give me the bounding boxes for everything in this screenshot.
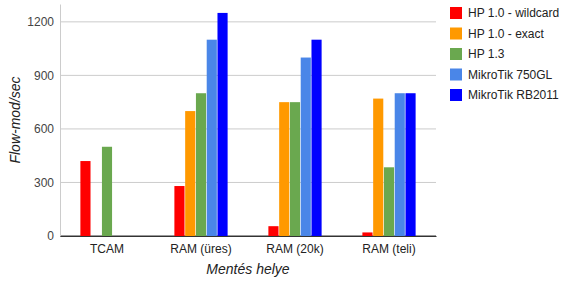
chart: 0 300 600 900 1200 TCAM RAM (üres) RAM (20k) RAM…	[0, 0, 563, 283]
y-tick-label: 0	[47, 229, 54, 243]
legend-label: HP 1.3	[468, 47, 505, 61]
legend-label: MikroTik 750GL	[468, 68, 553, 82]
legend-label: HP 1.0 - exact	[468, 27, 544, 41]
grid-line	[60, 75, 436, 76]
legend-label: HP 1.0 - wildcard	[468, 6, 559, 20]
x-axis-title: Mentés helye	[206, 261, 289, 277]
bar	[373, 99, 383, 236]
plot-area: 0 300 600 900 1200 TCAM RAM (üres) RAM (20k) RAM…	[27, 5, 436, 256]
legend-item: MikroTik RB2011	[450, 88, 559, 102]
bar	[279, 102, 289, 236]
y-tick-label: 900	[34, 69, 54, 83]
y-tick: 1200	[27, 15, 60, 29]
x-axis: TCAM RAM (üres) RAM (20k) RAM (teli)	[61, 236, 437, 256]
bar	[395, 93, 405, 236]
y-tick: 0	[47, 229, 60, 243]
x-tick-label: RAM (20k)	[266, 242, 323, 256]
bar	[301, 58, 311, 236]
y-tick-label: 600	[34, 122, 54, 136]
bar	[290, 102, 300, 236]
legend-item: HP 1.0 - wildcard	[450, 6, 559, 20]
legend: HP 1.0 - wildcard HP 1.0 - exact HP 1.3 Mik…	[450, 6, 559, 102]
bar	[362, 232, 372, 236]
y-axis: 0 300 600 900 1200	[27, 5, 60, 244]
bar	[405, 93, 415, 236]
legend-swatch	[450, 89, 462, 101]
grid	[60, 22, 436, 236]
bar	[102, 147, 112, 236]
x-tick: RAM (20k)	[266, 236, 323, 256]
bar	[217, 13, 227, 236]
y-tick: 600	[34, 122, 60, 136]
bar	[80, 161, 90, 236]
bar	[174, 186, 184, 236]
bars	[80, 13, 415, 236]
legend-item: MikroTik 750GL	[450, 68, 553, 82]
y-tick: 900	[34, 69, 60, 83]
bar	[268, 226, 278, 236]
legend-swatch	[450, 48, 462, 60]
y-tick-label: 1200	[27, 15, 54, 29]
x-tick-label: RAM (üres)	[170, 242, 231, 256]
legend-item: HP 1.3	[450, 47, 505, 61]
x-tick-label: RAM (teli)	[362, 242, 415, 256]
y-axis-line	[60, 5, 61, 237]
legend-swatch	[450, 7, 462, 19]
legend-swatch	[450, 28, 462, 40]
bar	[384, 167, 394, 236]
y-tick: 300	[34, 176, 60, 190]
x-tick-label: TCAM	[90, 242, 124, 256]
legend-item: HP 1.0 - exact	[450, 27, 544, 41]
x-tick: RAM (teli)	[362, 236, 415, 256]
x-tick: RAM (üres)	[170, 236, 231, 256]
y-axis-title: Flow-mod/sec	[7, 76, 23, 163]
legend-swatch	[450, 69, 462, 81]
x-axis-line	[61, 236, 437, 237]
bar	[311, 40, 321, 236]
bar	[185, 111, 195, 236]
legend-label: MikroTik RB2011	[468, 88, 559, 102]
grid-line	[60, 21, 436, 22]
x-tick: TCAM	[90, 236, 124, 256]
bar	[207, 40, 217, 236]
y-tick-label: 300	[34, 176, 54, 190]
bar	[196, 93, 206, 236]
